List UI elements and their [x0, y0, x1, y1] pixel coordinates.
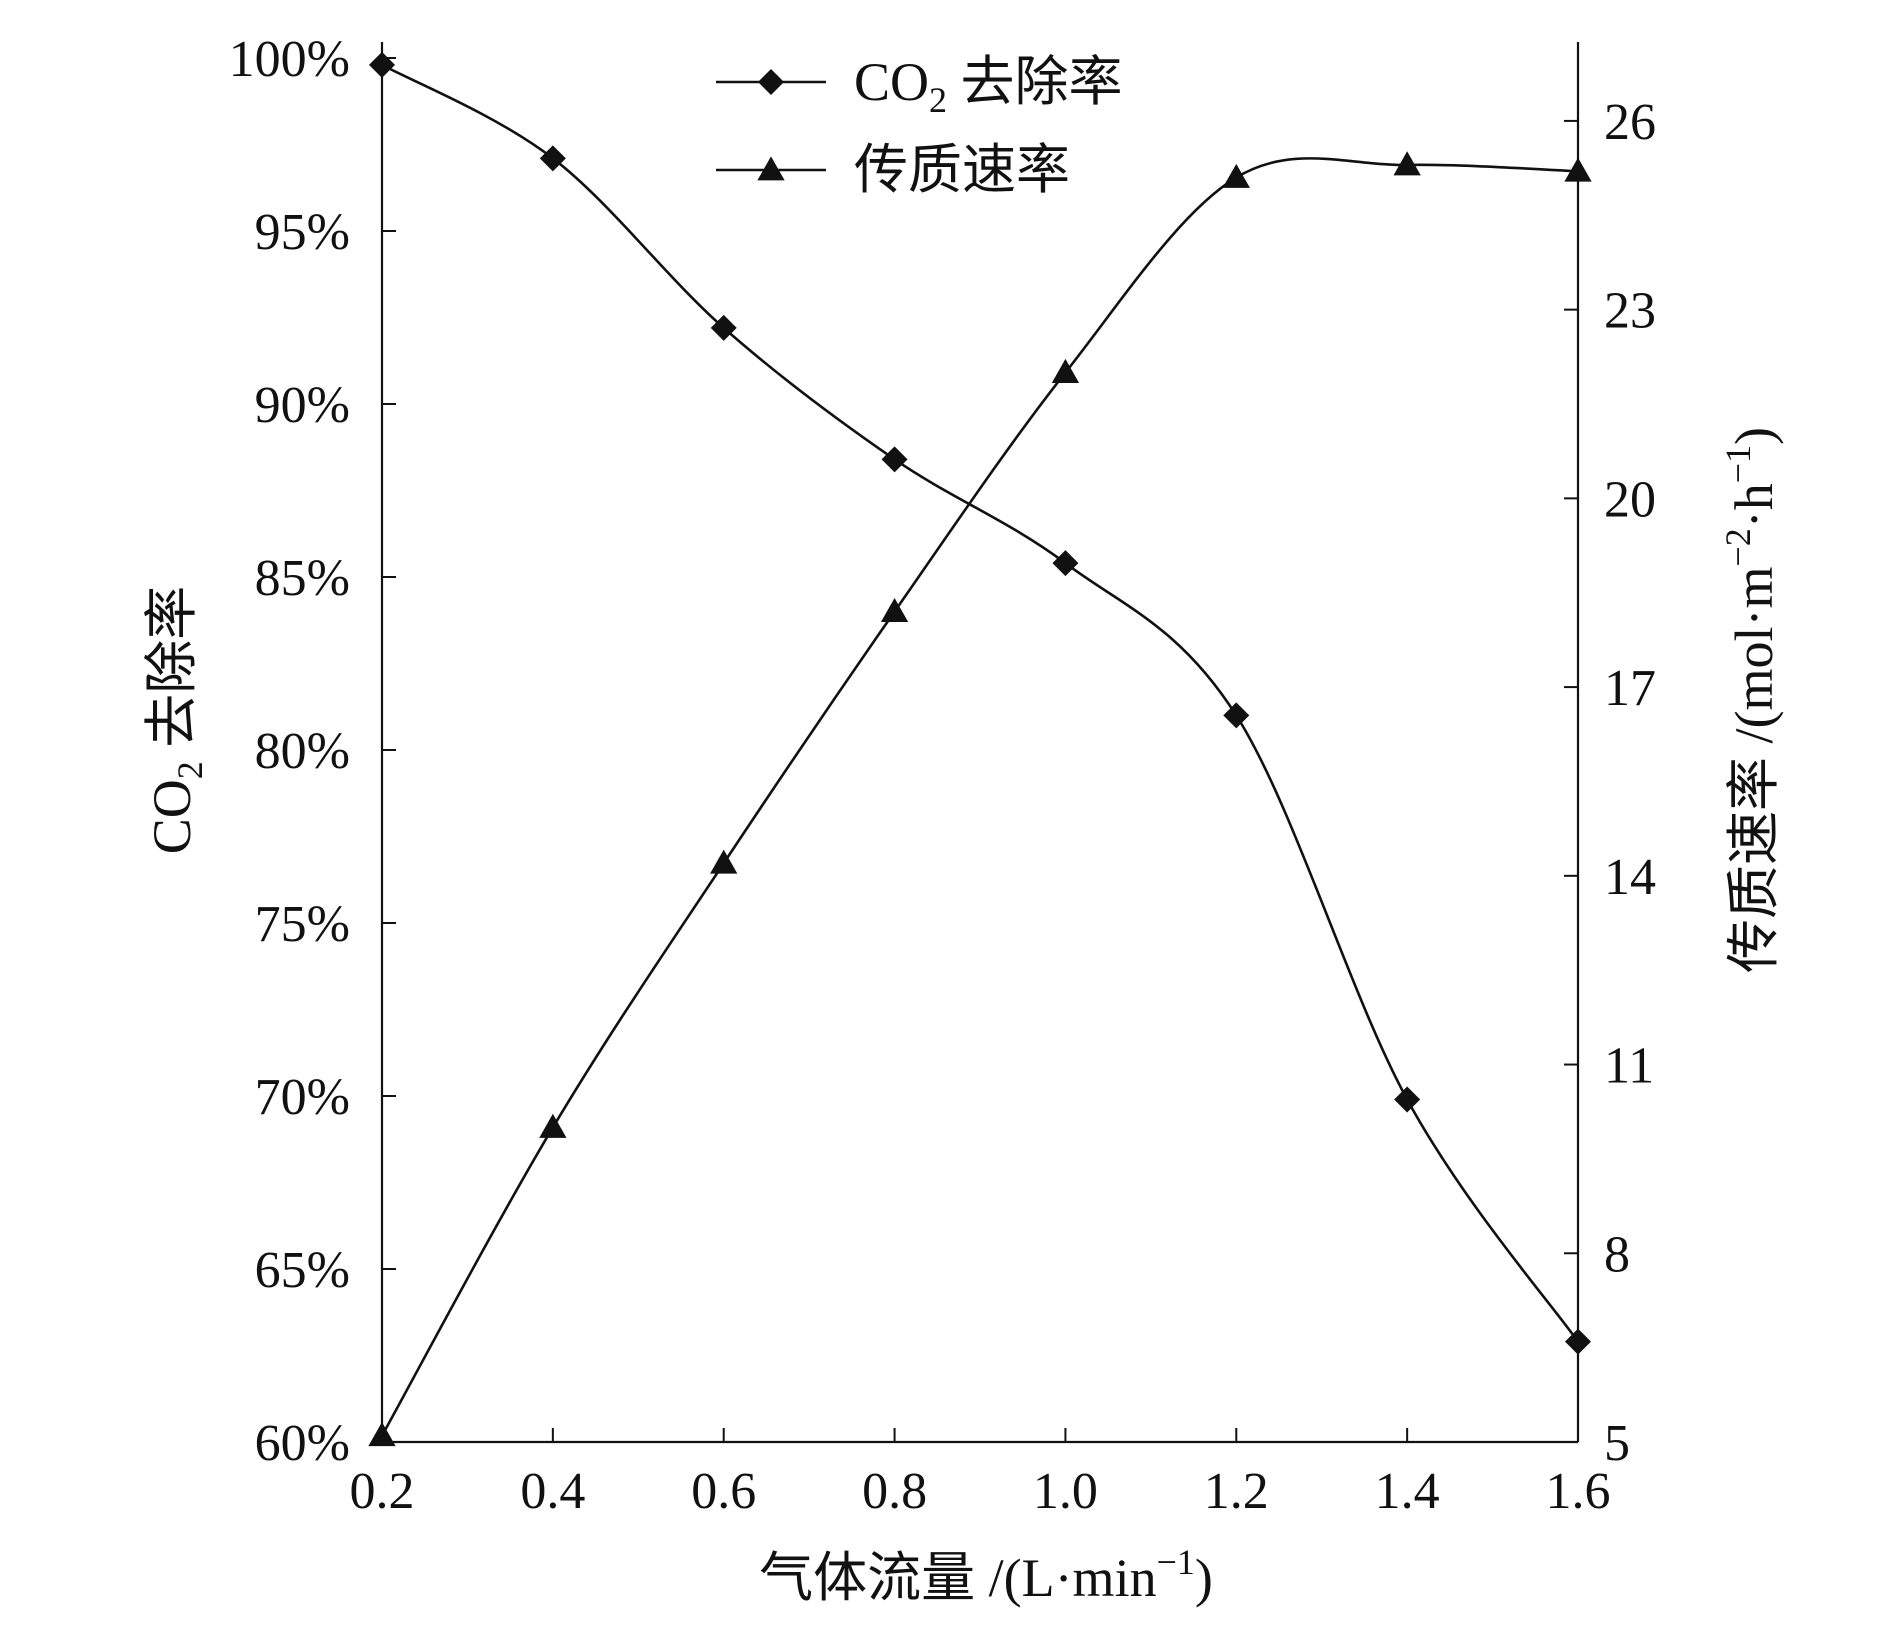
axis-titles: 气体流量 /(L·min−1) CO2 去除率 传质速率 /(mol·m−2·h−1…	[142, 427, 1784, 1608]
legend-label: 传质速率	[854, 140, 1070, 200]
data-point-co2-removal	[1394, 1086, 1421, 1113]
y-right-tick-label: 11	[1604, 1038, 1654, 1095]
data-point-co2-removal	[881, 446, 908, 473]
series-line-mass-transfer	[380, 157, 1579, 1437]
x-tick-label: 0.6	[691, 1463, 756, 1520]
y-left-tick-label: 65%	[255, 1242, 350, 1299]
series-co2-removal	[369, 51, 1591, 1355]
legend-item-mass-transfer: 传质速率	[716, 140, 1070, 200]
x-tick-label: 0.2	[350, 1463, 415, 1520]
data-point-mass-transfer	[1051, 358, 1080, 383]
data-point-co2-removal	[369, 51, 395, 78]
x-tick-label: 1.2	[1204, 1463, 1269, 1520]
y-right-tick-label: 5	[1604, 1415, 1630, 1472]
data-point-co2-removal	[539, 145, 566, 172]
legend-marker	[757, 156, 785, 181]
data-point-mass-transfer	[539, 1113, 567, 1138]
data-point-mass-transfer	[1393, 151, 1421, 176]
data-point-mass-transfer	[880, 597, 909, 622]
series-mass-transfer	[368, 151, 1592, 1447]
x-tick-label: 0.8	[862, 1463, 927, 1520]
y-right-tick-label: 17	[1604, 660, 1656, 717]
y-left-tick-label: 60%	[255, 1415, 350, 1472]
series-line-co2-removal	[381, 63, 1580, 1343]
data-point-mass-transfer	[1222, 163, 1250, 188]
data-point-co2-removal	[1223, 702, 1250, 729]
legend-label: CO2 去除率	[854, 52, 1123, 120]
y-right-tick-label: 26	[1604, 94, 1656, 151]
series-group	[368, 51, 1592, 1447]
y-left-tick-label: 100%	[229, 31, 350, 88]
data-point-co2-removal	[710, 314, 737, 341]
y-right-tick-label: 20	[1604, 471, 1656, 528]
x-axis-title: 气体流量 /(L·min−1)	[759, 1542, 1213, 1608]
y-left-tick-label: 95%	[255, 204, 350, 261]
legend-marker	[758, 69, 784, 95]
data-point-mass-transfer	[710, 849, 738, 874]
y-left-tick-label: 80%	[255, 723, 350, 780]
x-tick-label: 1.4	[1375, 1463, 1440, 1520]
y-left-tick-label: 70%	[255, 1069, 350, 1126]
y-left-tick-label: 85%	[255, 550, 350, 607]
y-right-tick-label: 23	[1604, 283, 1656, 340]
y-right-axis-title: 传质速率 /(mol·m−2·h−1)	[1718, 427, 1784, 973]
y-left-tick-label: 75%	[255, 896, 350, 953]
data-point-co2-removal	[1565, 1328, 1591, 1355]
data-point-mass-transfer	[1564, 157, 1592, 182]
data-point-co2-removal	[1052, 550, 1079, 577]
y-left-axis-title: CO2 去除率	[142, 586, 210, 855]
data-point-mass-transfer	[368, 1422, 396, 1447]
y-right-tick-label: 14	[1604, 849, 1656, 906]
y-left-tick-label: 90%	[255, 377, 350, 434]
x-tick-label: 1.6	[1546, 1463, 1611, 1520]
axes-group: 0.2 0.4 0.6 0.8 1.0 1.2 1.4 1.6 60% 65% 70% 75% 80% 8…	[229, 31, 1656, 1520]
x-tick-label: 1.0	[1033, 1463, 1098, 1520]
y-right-tick-label: 8	[1604, 1226, 1630, 1283]
x-tick-label: 0.4	[520, 1463, 585, 1520]
legend-item-co2-removal: CO2 去除率	[716, 52, 1123, 120]
